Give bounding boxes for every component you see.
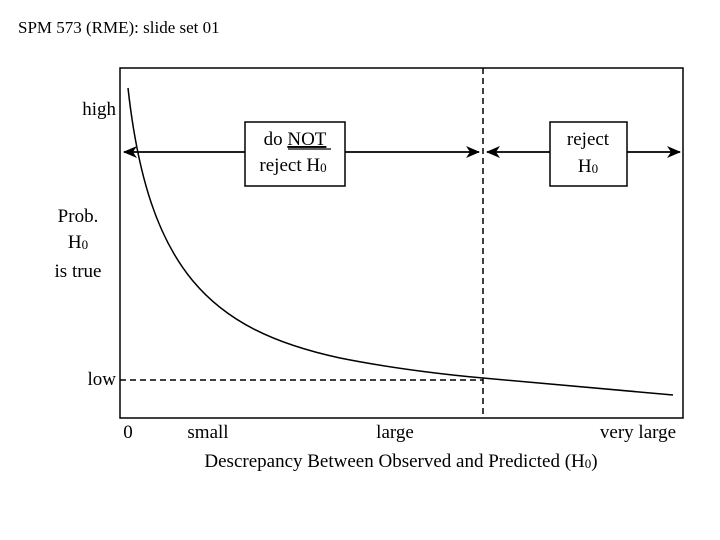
reject-line2: H0 [578,156,598,177]
reject-line1: reject [567,129,610,150]
y-title-line3: is true [55,261,102,282]
do-not-reject-line2: reject H0 [259,155,326,176]
x-tick-small: small [187,422,228,443]
x-tick-large: large [376,422,414,443]
plot-frame [119,67,684,419]
slide-header: SPM 573 (RME): slide set 01 [18,18,220,37]
y-low-label: low [88,369,117,390]
x-tick-very-large: very large [600,422,676,443]
x-tick-0: 0 [123,422,133,443]
y-high-label: high [82,99,116,120]
probability-curve [127,87,674,396]
do-not-reject-line1: do NOT [264,129,327,150]
x-axis-title: Descrepancy Between Observed and Predict… [204,451,597,472]
y-title-line2: H0 [68,232,88,253]
reject-box [549,121,628,187]
do-not-reject-box [244,121,346,187]
y-title-line1: Prob. [58,206,99,227]
